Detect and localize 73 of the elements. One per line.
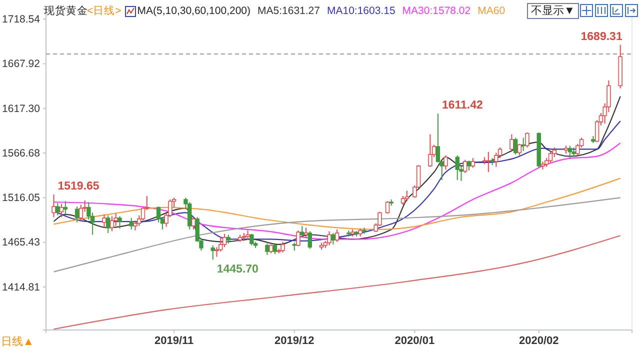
candlestick <box>521 137 526 152</box>
candlestick <box>280 241 285 253</box>
candlestick <box>308 230 312 250</box>
candlestick <box>187 202 192 230</box>
candlestick <box>118 216 122 230</box>
annotation: 1445.70 <box>216 264 258 276</box>
candlestick <box>444 154 448 170</box>
text: MA10:1603.15 <box>326 5 396 17</box>
candlestick <box>385 200 390 214</box>
annotation: 1519.65 <box>58 180 100 192</box>
candlestick <box>59 203 64 218</box>
annotation: MA(5,10,30,60,100,200) <box>137 5 251 17</box>
y-tick-label: 1718.54 <box>2 13 40 26</box>
candlestick <box>568 145 572 159</box>
candlestick <box>327 230 332 246</box>
candlestick <box>191 216 196 230</box>
y-tick-label: 1516.05 <box>2 192 40 204</box>
candlestick <box>110 216 114 232</box>
candlestick <box>463 159 468 174</box>
candlestick <box>56 202 60 216</box>
candlestick <box>250 233 254 246</box>
chart-title: 现货黄金 <box>44 4 88 18</box>
candlestick <box>513 137 518 156</box>
line-series <box>53 197 621 272</box>
candlestick <box>334 228 340 242</box>
chart-subtitle: <日线> <box>87 4 122 18</box>
line-series <box>53 142 621 240</box>
candlestick <box>78 204 84 222</box>
candlestick <box>63 200 68 215</box>
candlestick <box>210 244 215 260</box>
candlestick <box>52 194 56 218</box>
candlestick <box>466 160 472 171</box>
text: MA60 <box>478 5 506 17</box>
x-tick-label: 2020/01 <box>394 334 435 347</box>
x-tick-label: 2019/11 <box>154 334 194 347</box>
candlestick <box>331 232 336 245</box>
candlestick <box>404 190 410 202</box>
candlestick <box>510 134 514 151</box>
candlestick <box>470 158 475 168</box>
candlestick <box>102 214 106 228</box>
annotation: 1689.31 <box>580 30 623 43</box>
candlestick <box>246 230 250 241</box>
candlestick <box>129 218 134 230</box>
y-tick-label: 1465.43 <box>2 236 40 249</box>
candlestick <box>304 227 308 239</box>
dropdown-button: 不显示▼ <box>527 3 579 19</box>
candlestick <box>548 150 553 163</box>
annotation: 1611.42 <box>442 100 483 112</box>
line-series <box>53 96 621 246</box>
y-tick-label: 1566.68 <box>2 147 40 160</box>
candlestick <box>222 233 227 248</box>
line-series <box>53 235 621 330</box>
candlestick <box>436 113 440 163</box>
candlestick <box>300 225 304 238</box>
x-tick-label: 2020/02 <box>518 334 559 347</box>
candlestick <box>525 132 530 148</box>
text: MA30:1578.02 <box>402 5 471 17</box>
y-tick-label: 1667.92 <box>2 58 40 70</box>
y-tick-label: 1414.81 <box>2 281 40 294</box>
text: 日线▲ <box>1 335 34 348</box>
candlestick <box>265 243 270 256</box>
candlestick <box>517 143 522 156</box>
candlestick <box>296 230 300 247</box>
candlestick <box>106 214 110 234</box>
y-tick-label: 1617.30 <box>2 102 40 115</box>
candlestick <box>74 206 80 223</box>
candlestick <box>272 244 278 255</box>
candlestick <box>428 134 432 168</box>
candlestick <box>455 154 460 181</box>
line-series <box>53 120 621 242</box>
text: MA5:1631.27 <box>258 5 320 17</box>
line-series <box>53 178 621 230</box>
x-tick-label: 2019/12 <box>274 334 314 347</box>
